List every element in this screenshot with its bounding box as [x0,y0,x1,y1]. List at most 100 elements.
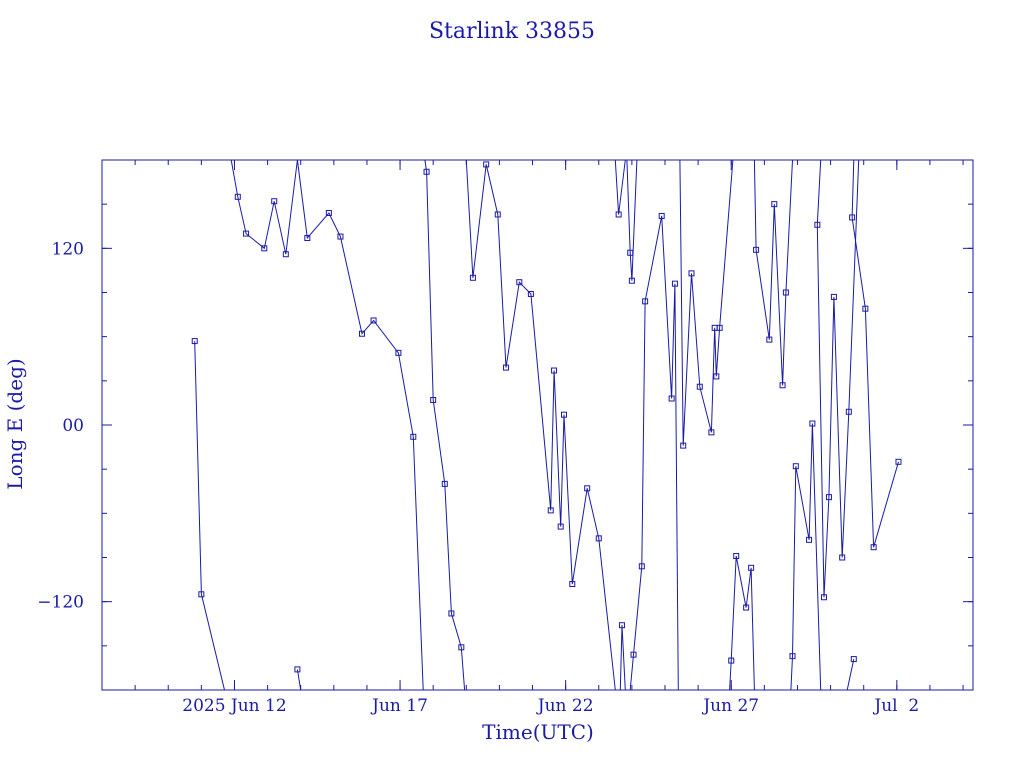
series-line-segment [851,159,899,548]
data-points [191,161,902,673]
y-tick-label: −120 [37,593,84,613]
data-point [779,382,786,389]
data-point [809,420,816,427]
plot-frame [101,159,974,691]
series-line-segment [296,669,302,691]
data-point [771,201,778,208]
data-point [410,433,417,440]
data-point [830,293,837,300]
series-line-segment [614,159,626,215]
data-point [560,411,567,418]
data-point [733,553,740,560]
data-point [441,480,448,487]
data-point [792,463,799,470]
data-point [423,168,430,175]
data-point [766,336,773,343]
x-tick-label: Jun 22 [536,696,594,716]
data-point [557,523,564,530]
data-point [448,610,455,617]
data-point [638,563,645,570]
series-line-segment [626,159,638,281]
data-point [304,235,311,242]
data-point [630,651,637,658]
series-line-segment [194,341,225,691]
data-point [627,249,634,256]
data-point [325,210,332,216]
data-point [395,349,402,356]
data-point [839,554,846,561]
data-point [696,383,703,390]
data-point [430,396,437,403]
data-point [820,594,827,601]
data-point [668,395,675,402]
data-point [503,364,510,371]
data-point [680,442,687,449]
data-point [527,290,534,297]
data-point [282,251,289,258]
data-point [642,298,649,305]
data-point [743,604,750,611]
data-point [806,536,813,543]
data-point [748,564,755,571]
series-line-segment [679,159,734,446]
data-point [261,245,268,252]
data-point [671,280,678,287]
data-point [494,211,501,218]
series-line-segment [816,159,860,598]
data-point [595,535,602,542]
data-point [716,324,723,331]
data-point [850,656,857,663]
data-point [628,277,635,284]
data-point [370,317,377,324]
axis-ticks [101,160,973,690]
y-axis-title: Long E (deg) [3,358,27,489]
data-point [271,198,278,205]
data-point [243,230,250,237]
series-longitude [194,159,899,691]
x-tick-label: Jul 2 [872,696,919,716]
data-point [825,494,832,501]
data-point [551,367,558,374]
data-point [688,270,695,277]
data-point [191,338,198,345]
x-tick-label: 2025 Jun 12 [182,696,286,716]
data-point [516,279,523,286]
y-tick-label: 120 [52,239,84,259]
series-line-segment [846,658,855,691]
data-point [814,221,821,228]
chart-title: Starlink 33855 [429,19,595,44]
data-point [358,330,365,337]
data-point [708,429,715,436]
data-point [234,193,241,200]
data-point [198,591,205,598]
data-point [569,581,576,587]
series-line-segment [729,555,755,691]
series-line-segment [296,159,424,691]
data-point [618,622,625,629]
data-point [584,485,591,492]
data-point [713,373,720,380]
tick-labels: 2025 Jun 12 Jun 17 Jun 22 Jun 27 Jul 2 120 00 −… [37,239,919,716]
series-line-segment [465,159,616,691]
data-point [547,507,554,514]
series-line-segment [230,159,298,255]
series-line-segment [619,625,626,691]
data-point [458,644,465,651]
x-tick-label: Jun 17 [370,696,428,716]
data-point [337,233,344,240]
data-point [782,289,789,296]
y-tick-label: 00 [62,416,84,436]
series-line-segment [629,215,679,691]
data-point [849,214,856,221]
data-point [870,544,877,551]
data-point [728,657,735,664]
data-point [294,666,301,673]
x-axis-title: Time(UTC) [482,720,594,744]
data-point [483,161,490,168]
series-line-segment [424,159,466,691]
data-point [469,274,476,281]
data-point [753,246,760,253]
data-point [615,211,622,218]
data-point [845,408,852,415]
